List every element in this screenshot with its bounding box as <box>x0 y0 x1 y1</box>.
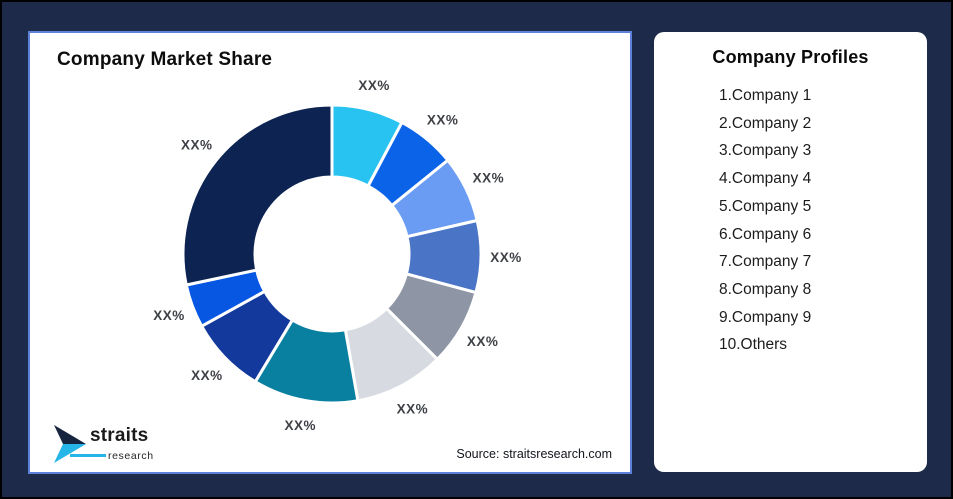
slice-label-9: XX% <box>153 308 185 323</box>
slice-label-8: XX% <box>191 368 223 383</box>
list-item: 6.Company 6 <box>719 225 812 243</box>
logo-underline <box>70 454 106 457</box>
profiles-title: Company Profiles <box>712 47 869 67</box>
company-profiles-card: Company Profiles 1.Company 1 2.Company 2 3… <box>654 32 927 472</box>
slice-label-3: XX% <box>473 171 505 186</box>
list-item: 3.Company 3 <box>719 142 812 160</box>
profiles-list: 1.Company 1 2.Company 2 3.Company 3 4.Compa… <box>719 82 811 359</box>
list-item: 5.Company 5 <box>719 197 812 215</box>
brand-logo-icon <box>54 425 106 463</box>
slice-label-10: XX% <box>181 137 213 152</box>
list-item: 2.Company 2 <box>719 114 812 132</box>
source-attribution: Source: straitsresearch.com <box>456 447 612 461</box>
logo-brand-text: straits <box>90 425 149 446</box>
logo-sub-text: research <box>108 450 154 462</box>
slice-label-4: XX% <box>490 250 522 265</box>
logo-arrow-top <box>54 425 86 444</box>
slice-label-2: XX% <box>427 113 459 128</box>
logo-arrow-bottom <box>54 444 86 463</box>
list-item: 4.Company 4 <box>719 170 812 188</box>
market-share-card: Company Market Share XX% XX% XX% XX% XX% XX% X… <box>28 31 632 474</box>
list-item: 7.Company 7 <box>719 253 812 271</box>
page-title: Company Market Share <box>57 49 273 70</box>
slice-label-1: XX% <box>358 78 390 93</box>
slice-label-5: XX% <box>467 334 499 349</box>
slice-label-7: XX% <box>285 418 317 433</box>
list-item: 10.Others <box>719 336 788 354</box>
donut-chart-svg: XX% XX% XX% XX% XX% XX% XX% XX% XX% XX% <box>153 78 522 433</box>
list-item: 8.Company 8 <box>719 280 812 298</box>
slice-label-6: XX% <box>397 401 429 416</box>
donut-segment-10 <box>181 103 334 287</box>
list-item: 9.Company 9 <box>719 308 812 326</box>
list-item: 1.Company 1 <box>719 87 812 104</box>
brand-logo: straits research <box>52 424 202 468</box>
